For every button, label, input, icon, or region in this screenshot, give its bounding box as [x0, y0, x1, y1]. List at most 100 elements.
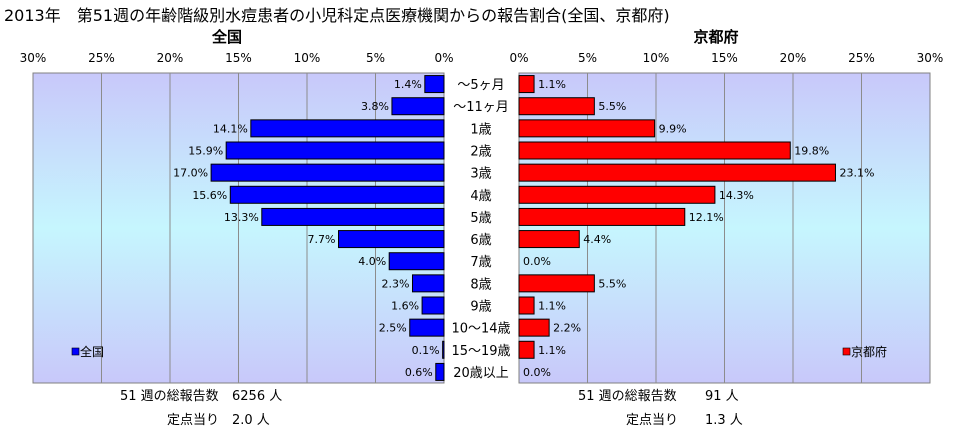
category-label: 5歳 — [470, 211, 491, 226]
left-bar — [388, 252, 445, 271]
category-label: 6歳 — [470, 233, 491, 248]
left-x-tick-label: 30% — [20, 51, 47, 65]
category-axis: ～5ヶ月 ～11ヶ月 1歳 2歳 3歳 4歳 5歳 6歳 7歳 8歳 9歳 10～14歳 15～19歳 2… — [451, 78, 510, 381]
left-bar-label: 7.7% — [308, 233, 336, 246]
right-bar — [518, 207, 686, 226]
left-bar — [250, 119, 445, 138]
category-label: 1歳 — [470, 122, 491, 137]
right-bars — [518, 75, 836, 359]
category-label: ～5ヶ月 — [457, 78, 504, 93]
right-bar — [518, 97, 595, 116]
right-x-tick-label: 5% — [578, 51, 597, 65]
right-bar — [518, 141, 791, 160]
right-x-tick-label: 10% — [643, 51, 670, 65]
left-legend-label: 全国 — [80, 344, 104, 359]
kyoto-total-label: 51 週の総報告数 — [578, 389, 677, 404]
category-label: 3歳 — [470, 167, 491, 182]
right-bar-label: 5.5% — [598, 100, 626, 113]
right-bar — [518, 318, 550, 337]
right-panel-title: 京都府 — [693, 28, 738, 46]
right-x-tick-label: 20% — [780, 51, 807, 65]
left-bar-label: 2.5% — [379, 322, 407, 335]
right-legend: 京都府 — [842, 344, 887, 359]
right-bar — [518, 75, 535, 94]
left-bar-label: 15.6% — [192, 189, 227, 202]
chart-title: 2013年 第51週の年齢階級別水痘患者の小児科定点医療機関からの報告割合(全国… — [4, 6, 670, 25]
left-bar-label: 0.1% — [412, 344, 440, 357]
left-bar-label: 13.3% — [224, 211, 259, 224]
category-label: ～11ヶ月 — [453, 100, 509, 115]
left-bar-label: 4.0% — [358, 255, 386, 268]
left-bar — [391, 97, 445, 116]
kyoto-per-value: 1.3 人 — [705, 413, 743, 428]
right-bar-label: 1.1% — [538, 344, 566, 357]
left-legend-swatch — [71, 347, 80, 356]
left-x-axis: 30% 25% 20% 15% 10% 5% 0% — [20, 51, 454, 65]
right-bar-label: 5.5% — [598, 277, 626, 290]
right-bar-label: 23.1% — [839, 167, 874, 180]
footer-kyoto: 51 週の総報告数 91 人 定点当り 1.3 人 — [578, 389, 743, 428]
right-x-axis: 0% 5% 10% 15% 20% 25% 30% — [509, 51, 943, 65]
national-total-value: 6256 人 — [232, 389, 282, 404]
left-bar-label: 15.9% — [188, 145, 223, 158]
right-x-tick-label: 0% — [509, 51, 528, 65]
right-bar-label: 4.4% — [583, 233, 611, 246]
right-bar — [518, 230, 580, 249]
left-bar-label: 2.3% — [382, 277, 410, 290]
left-bar-label: 1.6% — [391, 300, 419, 313]
right-gridlines — [587, 73, 862, 383]
category-label: 15～19歳 — [451, 344, 510, 359]
left-bar — [421, 296, 445, 315]
right-bar — [518, 274, 595, 293]
left-bar-label: 17.0% — [173, 167, 208, 180]
left-bars — [210, 75, 445, 381]
left-bar-label: 3.8% — [361, 100, 389, 113]
right-bar-label: 12.1% — [689, 211, 724, 224]
left-bar — [210, 163, 445, 182]
right-x-tick-label: 30% — [917, 51, 944, 65]
left-x-tick-label: 20% — [157, 51, 184, 65]
left-x-tick-label: 10% — [294, 51, 321, 65]
right-bar-label: 1.1% — [538, 300, 566, 313]
left-bar — [442, 340, 445, 359]
left-bar — [424, 75, 445, 94]
right-x-tick-label: 15% — [711, 51, 738, 65]
left-bar — [409, 318, 445, 337]
right-legend-swatch — [842, 347, 851, 356]
left-bar — [261, 207, 445, 226]
right-bar-label: 14.3% — [719, 189, 754, 202]
right-bar — [518, 163, 836, 182]
left-x-tick-label: 15% — [225, 51, 252, 65]
left-bar — [338, 230, 445, 249]
right-bar-label: 0.0% — [523, 255, 551, 268]
national-per-value: 2.0 人 — [232, 413, 270, 428]
kyoto-per-label: 定点当り — [626, 413, 678, 428]
category-label: 10～14歳 — [451, 322, 510, 337]
right-bar — [518, 296, 535, 315]
left-bar-label: 14.1% — [213, 122, 248, 135]
right-x-tick-label: 25% — [848, 51, 875, 65]
left-bar-label: 0.6% — [405, 366, 433, 379]
left-bar — [411, 274, 445, 293]
right-panel: 京都府 0% 5% 10% 15% 20% 25% 30% 1.1% 5.5% 9.9% 19.8… — [509, 28, 943, 384]
category-label: 20歳以上 — [453, 366, 509, 381]
national-per-label: 定点当り — [167, 413, 219, 428]
kyoto-total-value: 91 人 — [705, 389, 739, 404]
national-total-label: 51 週の総報告数 — [120, 389, 219, 404]
left-data-labels: 1.4% 3.8% 14.1% 15.9% 17.0% 15.6% 13.3% 7.7% 4.0… — [173, 78, 439, 379]
category-label: 4歳 — [470, 189, 491, 204]
category-label: 9歳 — [470, 300, 491, 315]
category-label: 7歳 — [470, 255, 491, 270]
right-bar — [518, 119, 656, 138]
right-bar-label: 1.1% — [538, 78, 566, 91]
right-bar-label: 9.9% — [659, 122, 687, 135]
left-panel-title: 全国 — [211, 28, 242, 46]
left-legend: 全国 — [71, 344, 104, 359]
right-legend-label: 京都府 — [851, 344, 887, 359]
left-bar — [435, 362, 445, 381]
category-label: 8歳 — [470, 277, 491, 292]
footer-national: 51 週の総報告数 6256 人 定点当り 2.0 人 — [120, 389, 282, 428]
right-bar — [518, 185, 716, 204]
left-x-tick-label: 5% — [366, 51, 385, 65]
